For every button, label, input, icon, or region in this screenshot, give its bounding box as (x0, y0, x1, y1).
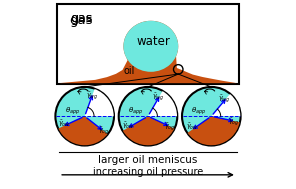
Text: larger oil meniscus: larger oil meniscus (98, 155, 198, 165)
Text: gas: gas (70, 12, 93, 25)
Text: water: water (137, 35, 170, 48)
Text: gas: gas (70, 14, 93, 27)
Circle shape (55, 87, 114, 146)
Text: $\bar{\gamma}_{og}$: $\bar{\gamma}_{og}$ (229, 116, 240, 128)
Ellipse shape (123, 21, 178, 72)
Wedge shape (58, 116, 107, 145)
Text: $\bar{\gamma}_{wg}$: $\bar{\gamma}_{wg}$ (86, 90, 99, 102)
Text: $\bar{\gamma}_{ow}$: $\bar{\gamma}_{ow}$ (122, 120, 135, 131)
Polygon shape (59, 21, 237, 83)
Wedge shape (211, 94, 240, 116)
Text: increasing oil pressure: increasing oil pressure (93, 167, 203, 177)
Circle shape (182, 87, 241, 146)
FancyBboxPatch shape (57, 4, 239, 84)
Circle shape (119, 87, 177, 146)
Wedge shape (148, 91, 177, 116)
Text: $\bar{\gamma}_{wg}$: $\bar{\gamma}_{wg}$ (152, 91, 165, 103)
Text: $\theta_{app}$: $\theta_{app}$ (192, 105, 207, 117)
Wedge shape (123, 116, 174, 145)
Text: $\bar{\gamma}_{og}$: $\bar{\gamma}_{og}$ (164, 121, 175, 132)
Wedge shape (85, 89, 114, 116)
Wedge shape (188, 116, 240, 145)
Text: $\bar{\gamma}_{ow}$: $\bar{\gamma}_{ow}$ (186, 122, 199, 132)
Text: $\bar{\gamma}_{wg}$: $\bar{\gamma}_{wg}$ (218, 93, 230, 105)
Text: $\bar{\gamma}_{ow}$: $\bar{\gamma}_{ow}$ (58, 119, 70, 129)
Text: $\bar{\gamma}_{og}$: $\bar{\gamma}_{og}$ (98, 125, 110, 137)
Text: gas: gas (70, 12, 93, 25)
Text: oil: oil (123, 66, 135, 76)
Text: $\theta_{app}$: $\theta_{app}$ (128, 105, 143, 117)
Text: $\theta_{app}$: $\theta_{app}$ (65, 105, 80, 117)
